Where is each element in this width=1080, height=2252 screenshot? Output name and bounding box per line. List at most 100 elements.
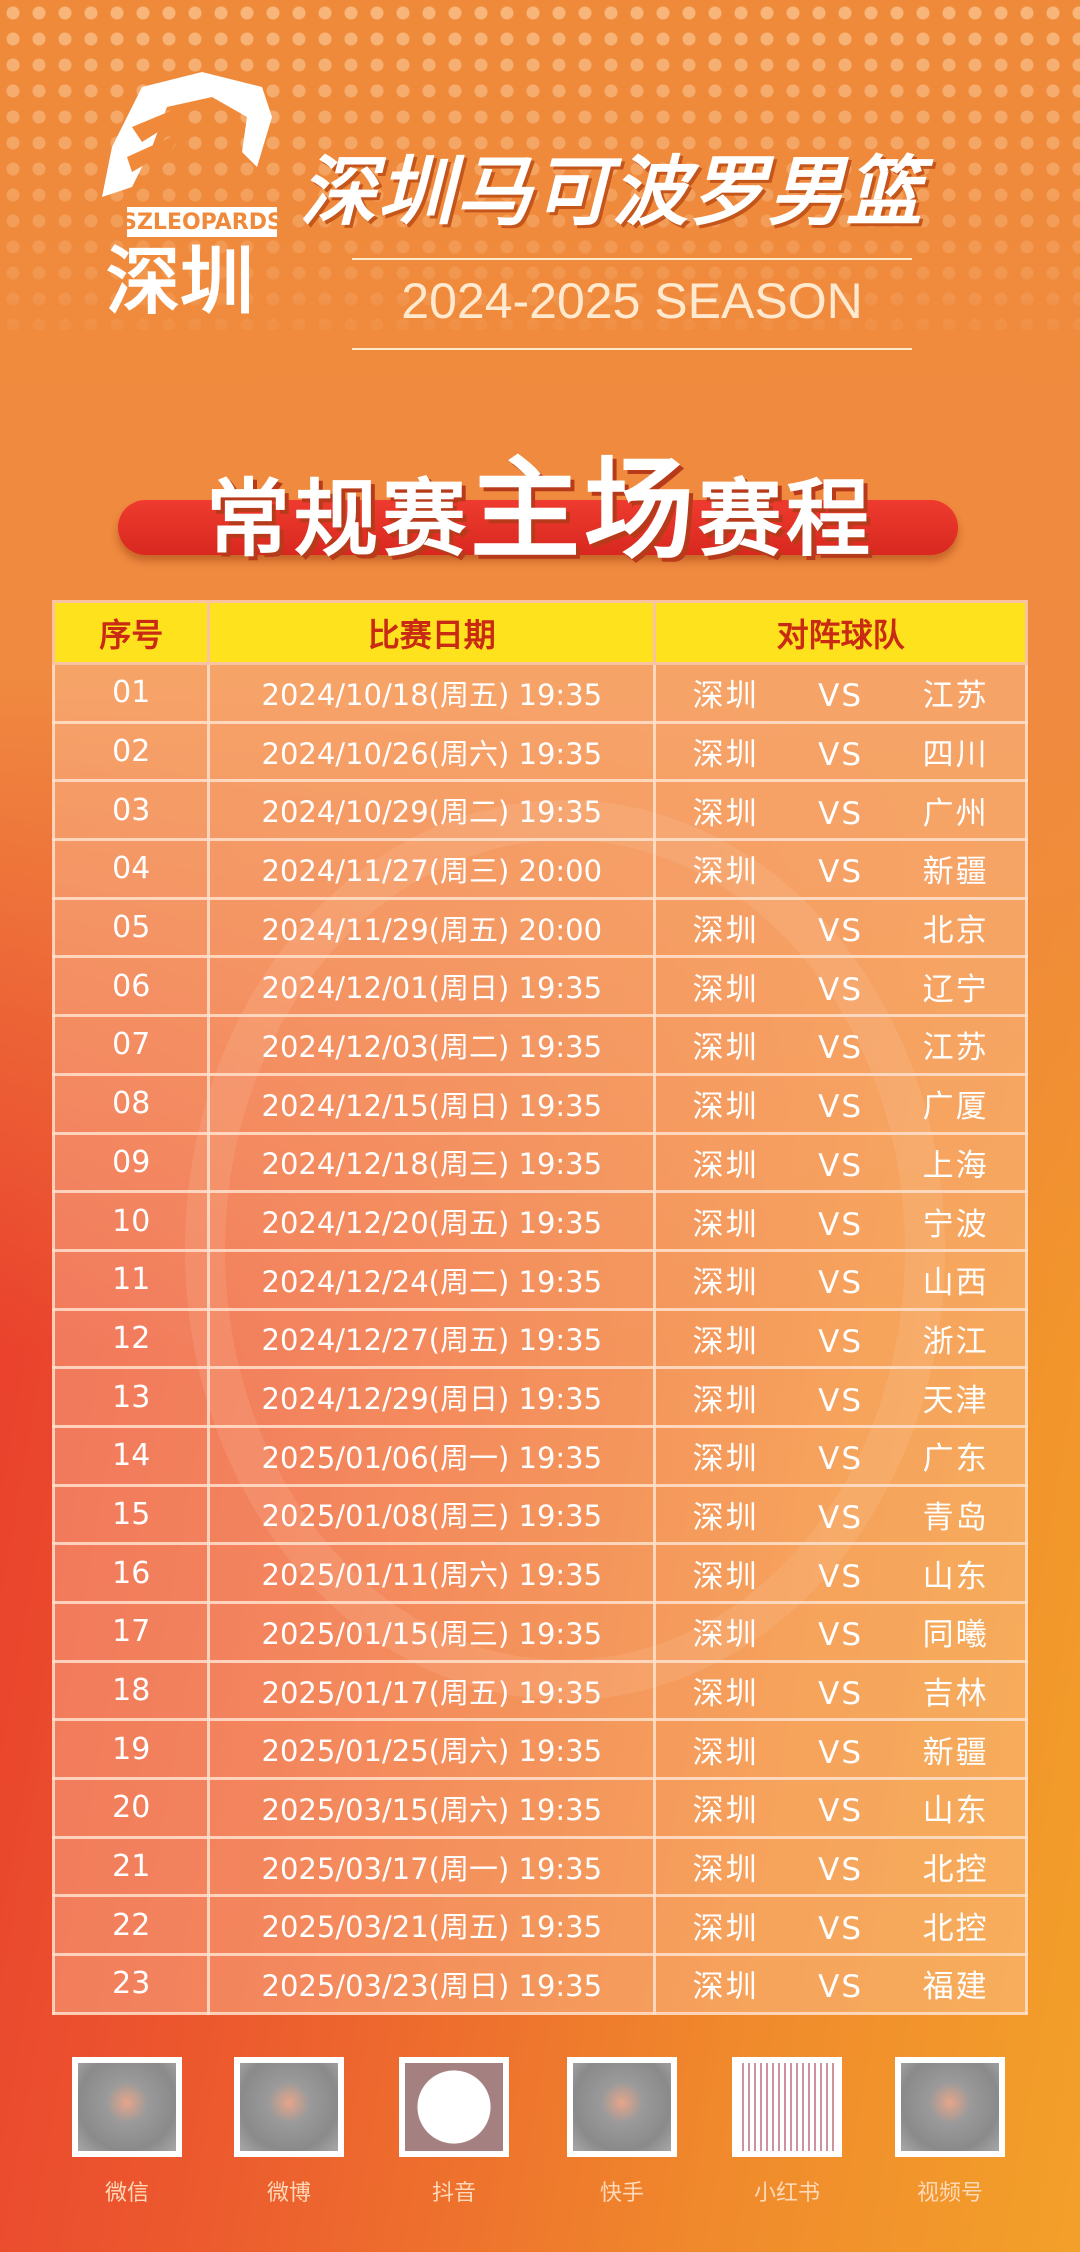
home-team: 深圳 [692, 1147, 759, 1184]
vs-label: VS [818, 1793, 864, 1830]
season-label: 2024-2025 SEASON [401, 273, 863, 329]
match-date: 2025/03/23(周日) 19:35 [207, 1953, 657, 2015]
qr-code-icon[interactable] [234, 2057, 344, 2157]
home-team: 深圳 [692, 795, 759, 832]
vs-label: VS [818, 1910, 864, 1947]
matchup: 深圳 VS 江苏 [653, 1014, 1028, 1076]
match-date: 2024/10/29(周二) 19:35 [207, 779, 657, 842]
matchup: 深圳 VS 辽宁 [653, 955, 1028, 1018]
qr-code-icon[interactable] [72, 2057, 182, 2157]
leopard-logo: SZLEOPARDS 深圳 [102, 72, 283, 317]
matchup: 深圳 VS 北控 [653, 1894, 1028, 1957]
schedule-table: 序号 比赛日期 对阵球队 01 2024/10/18(周五) 19:35 深圳 V… [51, 600, 1028, 2015]
table-row: 09 2024/12/18(周三) 19:35 深圳 VS 上海 [51, 1131, 1028, 1194]
logo-city: 深圳 [106, 239, 254, 317]
table-row: 18 2025/01/17(周五) 19:35 深圳 VS 吉林 [51, 1659, 1028, 1722]
matchup: 深圳 VS 山东 [653, 1777, 1028, 1839]
match-date: 2024/11/27(周三) 20:00 [207, 838, 657, 900]
social-label: 微信 [104, 2181, 149, 2206]
away-team: 广东 [922, 1441, 989, 1478]
table-row: 23 2025/03/23(周日) 19:35 深圳 VS 福建 [51, 1953, 1028, 2015]
home-team: 深圳 [692, 913, 759, 950]
banner-text: 赛程 [698, 470, 875, 568]
col-teams: 对阵球队 [653, 600, 1028, 665]
match-date: 2025/01/15(周三) 19:35 [207, 1601, 657, 1663]
match-date: 2025/03/17(周一) 19:35 [207, 1835, 657, 1898]
vs-label: VS [818, 737, 864, 774]
vs-label: VS [818, 795, 864, 832]
table-row: 19 2025/01/25(周六) 19:35 深圳 VS 新疆 [51, 1718, 1028, 1781]
match-date: 2025/03/15(周六) 19:35 [207, 1777, 657, 1839]
match-number: 04 [51, 838, 211, 900]
match-number: 08 [51, 1072, 211, 1135]
match-number: 16 [51, 1542, 211, 1604]
table-row: 11 2024/12/24(周二) 19:35 深圳 VS 山西 [51, 1248, 1028, 1311]
match-number: 09 [51, 1131, 211, 1194]
matchup: 深圳 VS 江苏 [653, 662, 1028, 724]
qr-code-icon[interactable] [567, 2057, 677, 2157]
match-number: 22 [51, 1894, 211, 1957]
match-date: 2025/01/11(周六) 19:35 [207, 1542, 657, 1604]
table-row: 07 2024/12/03(周二) 19:35 深圳 VS 江苏 [51, 1014, 1028, 1076]
banner-bar [118, 500, 958, 555]
social-label: 视频号 [916, 2181, 983, 2206]
match-date: 2024/12/18(周三) 19:35 [207, 1131, 657, 1194]
banner-text: 主 [470, 446, 584, 574]
home-team: 深圳 [692, 1734, 759, 1771]
matchup: 深圳 VS 山东 [653, 1542, 1028, 1604]
home-team: 深圳 [692, 1969, 759, 2006]
table-row: 16 2025/01/11(周六) 19:35 深圳 VS 山东 [51, 1542, 1028, 1604]
table-row: 08 2024/12/15(周日) 19:35 深圳 VS 广厦 [51, 1072, 1028, 1135]
away-team: 广州 [922, 795, 989, 832]
col-date: 比赛日期 [207, 600, 657, 665]
table-row: 04 2024/11/27(周三) 20:00 深圳 VS 新疆 [51, 838, 1028, 900]
home-team: 深圳 [692, 1030, 759, 1067]
matchup: 深圳 VS 同曦 [653, 1601, 1028, 1663]
home-team: 深圳 [692, 1676, 759, 1713]
banner-text: 场 [584, 446, 698, 574]
vs-label: VS [818, 1265, 864, 1302]
match-number: 10 [51, 1190, 211, 1252]
away-team: 四川 [922, 737, 989, 774]
match-number: 19 [51, 1718, 211, 1781]
away-team: 吉林 [922, 1676, 989, 1713]
matchup: 深圳 VS 北控 [653, 1835, 1028, 1898]
match-number: 15 [51, 1483, 211, 1546]
vs-label: VS [818, 1089, 864, 1126]
home-team: 深圳 [692, 854, 759, 891]
table-row: 12 2024/12/27(周五) 19:35 深圳 VS 浙江 [51, 1307, 1028, 1370]
home-team: 深圳 [692, 1265, 759, 1302]
match-number: 12 [51, 1307, 211, 1370]
match-date: 2024/12/24(周二) 19:35 [207, 1248, 657, 1311]
divider [352, 258, 912, 260]
table-row: 14 2025/01/06(周一) 19:35 深圳 VS 广东 [51, 1424, 1028, 1487]
vs-label: VS [818, 1206, 864, 1243]
away-team: 新疆 [922, 1734, 989, 1771]
home-team: 深圳 [692, 1793, 759, 1830]
match-number: 14 [51, 1424, 211, 1487]
away-team: 天津 [922, 1382, 989, 1419]
qr-code-icon[interactable] [895, 2057, 1005, 2157]
vs-label: VS [818, 1441, 864, 1478]
match-date: 2024/12/01(周日) 19:35 [207, 955, 657, 1018]
match-date: 2024/12/29(周日) 19:35 [207, 1366, 657, 1428]
vs-label: VS [818, 678, 864, 715]
table-row: 21 2025/03/17(周一) 19:35 深圳 VS 北控 [51, 1835, 1028, 1898]
social-label: 抖音 [431, 2181, 476, 2206]
vs-label: VS [818, 1617, 864, 1654]
vs-label: VS [818, 1676, 864, 1713]
home-team: 深圳 [692, 1089, 759, 1126]
match-date: 2025/01/06(周一) 19:35 [207, 1424, 657, 1487]
qr-code-icon[interactable] [399, 2057, 509, 2157]
away-team: 辽宁 [922, 971, 989, 1008]
vs-label: VS [818, 971, 864, 1008]
home-team: 深圳 [692, 1499, 759, 1536]
table-row: 22 2025/03/21(周五) 19:35 深圳 VS 北控 [51, 1894, 1028, 1957]
table-row: 02 2024/10/26(周六) 19:35 深圳 VS 四川 [51, 720, 1028, 783]
match-number: 20 [51, 1777, 211, 1839]
vs-label: VS [818, 1499, 864, 1536]
qr-code-icon[interactable] [732, 2057, 842, 2157]
table-row: 20 2025/03/15(周六) 19:35 深圳 VS 山东 [51, 1777, 1028, 1839]
table-row: 05 2024/11/29(周五) 20:00 深圳 VS 北京 [51, 896, 1028, 959]
matchup: 深圳 VS 广东 [653, 1424, 1028, 1487]
